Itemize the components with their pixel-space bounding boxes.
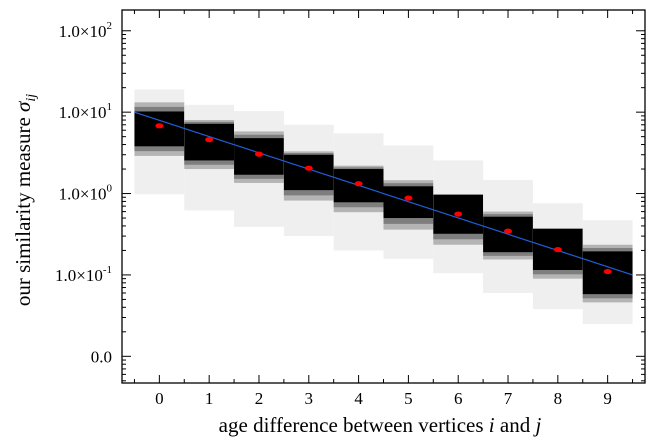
median-marker	[205, 137, 214, 143]
inner-band-upper	[483, 214, 533, 217]
band-layer	[134, 89, 633, 324]
central-band	[283, 154, 334, 191]
median-marker	[155, 123, 164, 129]
x-tick-label: 1	[205, 389, 214, 408]
y-tick-exponent: -1	[103, 264, 112, 276]
y-tick-mantissa: 1.0×10	[59, 185, 107, 204]
inner-band-upper	[383, 183, 434, 187]
y-tick-label: 1.0×100	[59, 183, 113, 204]
inner-band-upper	[134, 106, 185, 112]
inner-band-lower	[184, 160, 235, 165]
x-tick-label: 7	[504, 389, 513, 408]
y-tick-exponent: 2	[107, 20, 113, 32]
inner-band-upper	[234, 134, 284, 139]
y-axis-label: our similarity measure σij	[11, 94, 39, 306]
x-tick-label: 5	[404, 389, 413, 408]
inner-band-lower	[483, 252, 533, 256]
y-tick-mantissa: 1.0×10	[59, 22, 107, 41]
inner-band-lower	[134, 146, 185, 152]
median-marker	[454, 211, 463, 217]
inner-band-lower	[532, 269, 583, 275]
median-markers	[155, 123, 612, 275]
x-tick-label: 9	[603, 389, 612, 408]
y-tick-label: 1.0×102	[59, 20, 112, 41]
y-tick-mantissa: 1.0×10	[59, 103, 107, 122]
y-tick-exponent: 0	[107, 183, 113, 195]
y-tick-mantissa: 0.0	[91, 347, 112, 366]
y-tick-mantissa: 1.0×10	[55, 266, 103, 285]
median-marker	[553, 246, 562, 253]
inner-band-upper	[184, 121, 235, 124]
central-band	[134, 111, 185, 147]
x-tick-label: 4	[354, 389, 363, 408]
tick-marks	[122, 10, 645, 383]
inner-band-lower	[582, 294, 633, 299]
median-marker	[404, 195, 413, 201]
fit-line	[134, 111, 633, 276]
x-tick-labels: 0 1 2 3 4 5 6 7 8 9	[155, 389, 612, 408]
y-tick-label: 0.0	[91, 347, 112, 366]
median-marker	[304, 165, 313, 171]
x-tick-label: 8	[554, 389, 563, 408]
inner-band-upper	[582, 248, 633, 252]
y-tick-label: 1.0×10-1	[55, 264, 112, 285]
x-tick-label: 2	[255, 389, 264, 408]
y-tick-label: 1.0×101	[59, 101, 112, 122]
inner-band-lower	[333, 202, 384, 208]
x-tick-label: 0	[155, 389, 164, 408]
median-marker	[254, 151, 263, 157]
x-tick-label: 6	[454, 389, 463, 408]
median-marker	[504, 228, 513, 234]
median-marker	[603, 268, 612, 275]
inner-band-lower	[234, 174, 284, 179]
x-tick-label: 3	[305, 389, 314, 408]
inner-band-lower	[283, 190, 334, 196]
median-marker	[354, 181, 363, 187]
inner-band-upper	[283, 153, 334, 155]
y-tick-exponent: 1	[107, 101, 113, 113]
x-axis-label: age difference between vertices i and j	[219, 413, 542, 437]
inner-band-lower	[383, 218, 434, 224]
inner-band-lower	[433, 233, 484, 240]
inner-band-upper	[333, 167, 384, 170]
